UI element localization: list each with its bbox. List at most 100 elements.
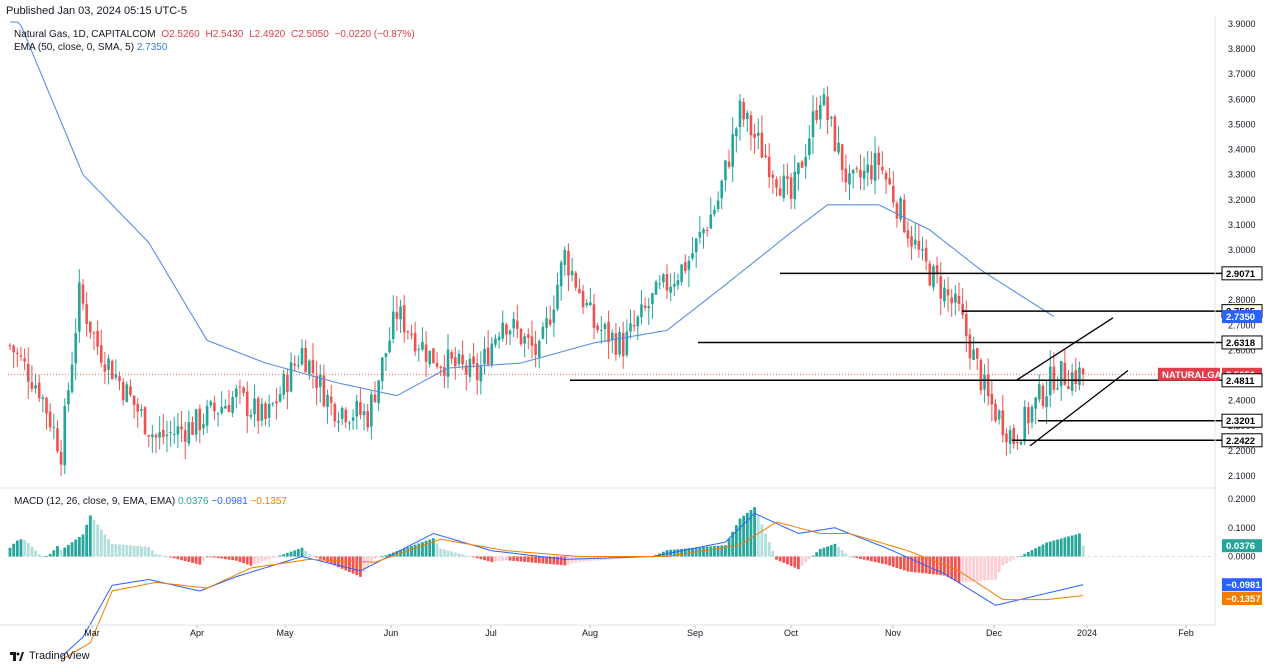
macd-histogram-bar [979,556,983,581]
candle-body [30,382,34,389]
macd-histogram-bar [384,555,388,557]
candle-body [176,426,180,435]
candle-body [713,209,716,215]
macd-histogram-bar [964,556,968,583]
macd-histogram-bar [77,536,81,557]
candle-body [227,404,231,412]
candle-body [359,402,362,415]
ema-legend[interactable]: EMA (50, close, 0, SMA, 5) 2.7350 [14,42,167,53]
candle-body [556,284,559,310]
macd-histogram-bar [851,556,855,558]
candle-body [318,374,322,387]
candle-body [300,347,304,365]
candle-body [63,406,67,466]
candle-body [501,322,505,339]
candle-body [808,138,811,156]
macd-histogram-bar [191,556,194,563]
candle-body [1067,386,1070,390]
candle-body [618,331,621,355]
ohlc-change: −0.0220 (−0.87%) [334,29,415,40]
macd-histogram-bar [322,556,326,561]
macd-histogram-bar [724,545,727,557]
candle-body [410,333,413,336]
candle-body [1041,385,1045,407]
macd-histogram-bar [67,544,70,557]
candle-body [902,199,906,233]
tradingview-footer[interactable]: TradingView [10,650,90,662]
symbol-legend[interactable]: Natural Gas, 1D, CAPITALCOM O2.5260 H2.5… [14,29,418,40]
macd-histogram-bar [286,552,289,557]
candle-body [943,287,946,302]
candle-body [399,306,402,320]
time-axis-label: Oct [784,628,799,638]
candle-body [822,94,826,106]
macd-histogram-bar [767,542,771,557]
macd-histogram-bar [446,550,450,557]
candle-body [344,409,348,423]
candle-body [395,312,399,319]
candle-body [165,434,169,437]
candle-body [74,333,77,364]
candle-body [475,363,479,381]
macd-histogram-bar [866,556,870,561]
candle-body [417,349,421,351]
candle-body [238,386,242,388]
macd-histogram-bar [19,539,23,557]
candle-body [851,169,855,174]
candle-body [559,262,563,287]
macd-histogram-bar [1045,542,1048,557]
macd-histogram-bar [676,549,680,557]
candle-body [311,359,315,374]
candle-body [337,421,340,423]
macd-histogram-bar [348,556,351,573]
macd-histogram-bar [311,555,315,557]
macd-histogram-bar [552,556,556,565]
candle-body [640,304,643,318]
macd-histogram-bar [921,556,924,574]
macd-signal-value: −0.1357 [250,496,287,507]
time-axis-label: Sep [687,628,703,638]
price-tag-box [1221,413,1263,428]
macd-histogram-bar [417,543,421,557]
candle-body [267,403,271,418]
candle-body [636,316,640,327]
macd-histogram-bar [114,544,118,557]
candle-body [797,162,800,175]
candle-body [709,214,713,229]
macd-histogram-bar [742,515,746,557]
macd-histogram-bar [337,556,340,568]
candle-body [961,303,964,315]
candle-body [213,402,216,412]
candle-body [26,363,30,382]
candle-body [735,128,738,137]
candle-body [52,426,56,428]
candle-body [304,347,307,373]
candle-body [297,365,300,367]
candle-body [275,401,278,404]
macd-histogram-bar [377,556,381,558]
candle-body [169,431,172,433]
candle-body [607,321,610,343]
price-axis-tick: 2.7000 [1228,320,1256,330]
macd-histogram-bar [559,556,563,566]
candle-body [767,156,771,178]
macd-legend[interactable]: MACD (12, 26, close, 9, EMA, EMA) 0.0376… [14,496,287,507]
macd-histogram-bar [428,539,432,557]
candle-body [870,165,873,180]
candle-body [844,168,848,183]
candle-body [705,230,709,232]
candle-body [614,333,618,355]
macd-histogram-bar [304,550,308,557]
macd-histogram-bar [26,542,30,557]
macd-histogram-bar [749,510,753,557]
macd-histogram-bar [103,534,107,557]
candle-body [1038,384,1041,400]
price-axis-tick: 3.1000 [1228,220,1256,230]
candle-body [574,272,578,288]
macd-histogram-bar [249,556,253,566]
candle-body [348,422,351,424]
macd-histogram-bar [1056,539,1059,557]
candle-body [45,397,48,414]
macd-histogram-bar [81,534,85,557]
